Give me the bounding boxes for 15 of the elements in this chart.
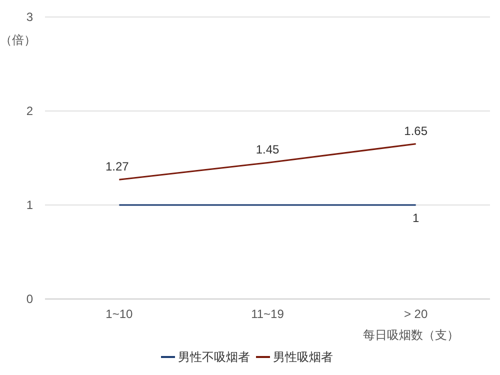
data-label: 1.27 — [105, 160, 130, 174]
x-axis-title: 每日吸烟数（支） — [363, 328, 459, 342]
data-label: 1 — [412, 211, 420, 225]
x-tick-label: > 20 — [404, 307, 428, 321]
x-tick-label: 11~19 — [251, 307, 284, 321]
legend-label: 男性不吸烟者 — [178, 350, 250, 364]
data-label: 1.65 — [404, 124, 428, 138]
y-tick-label: 1 — [26, 198, 34, 212]
y-tick-label: 0 — [26, 292, 34, 306]
x-tick-label: 1~10 — [106, 307, 134, 321]
y-tick-label: 3 — [26, 10, 34, 24]
legend-label: 男性吸烟者 — [273, 350, 333, 364]
data-label: 1.45 — [256, 142, 280, 157]
y-axis-title: （倍） — [0, 33, 36, 47]
y-tick-label: 2 — [26, 104, 34, 118]
